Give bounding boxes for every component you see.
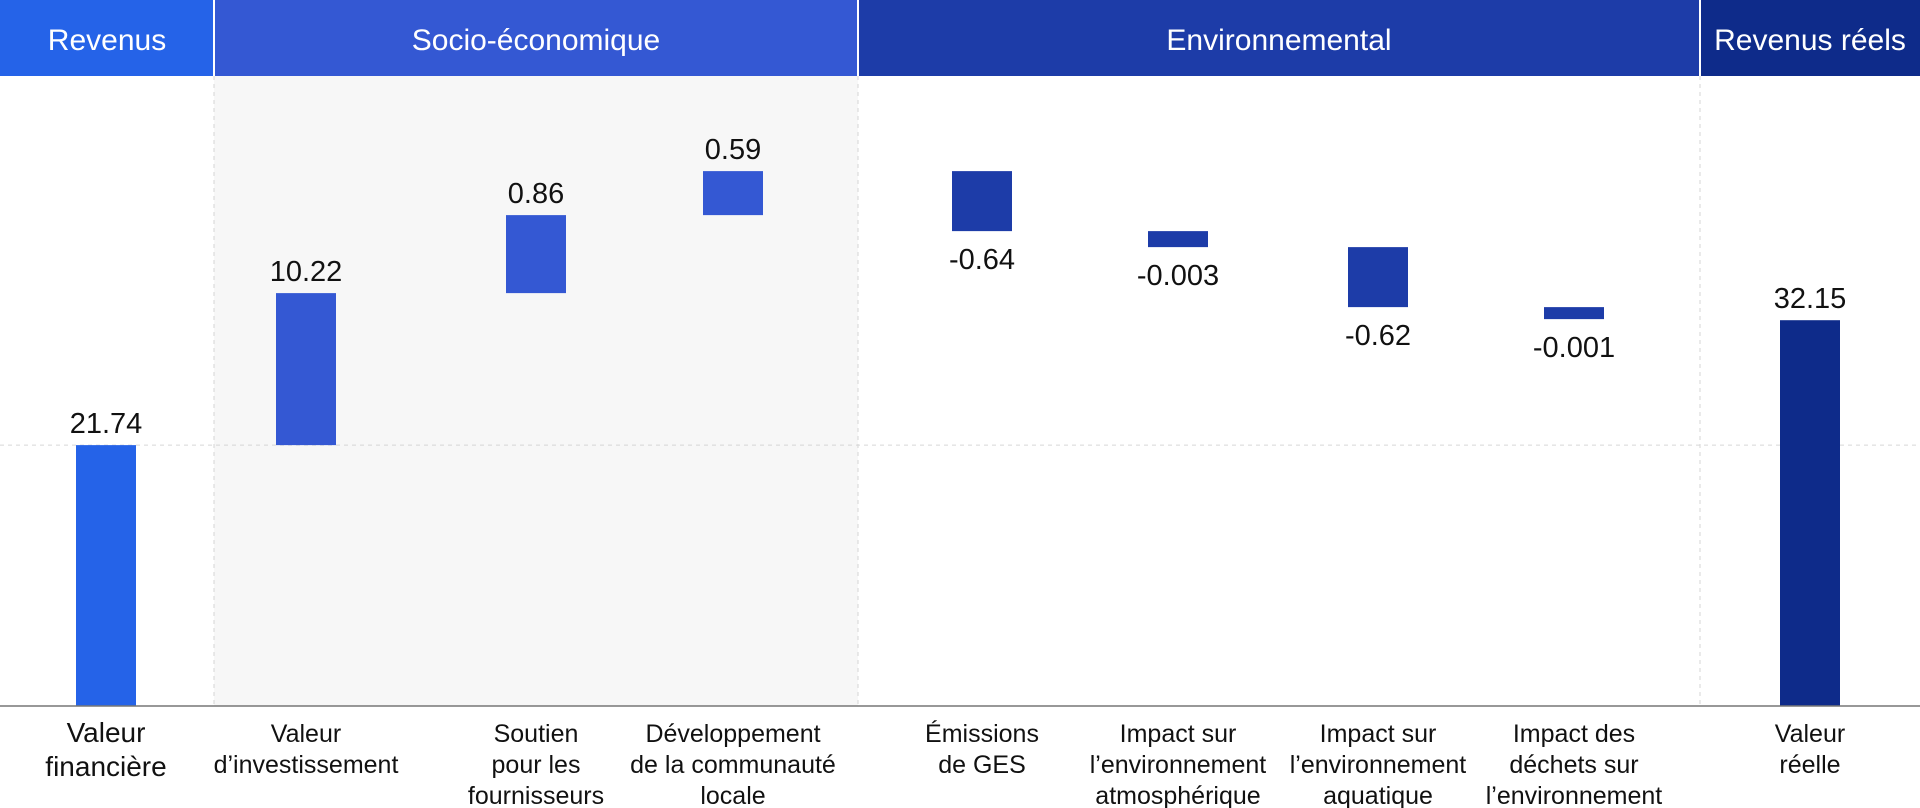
- header-divider-1: [857, 0, 859, 76]
- category-label-7-line-1: déchets sur: [1509, 751, 1638, 779]
- group-header-0: [0, 0, 214, 76]
- data-label-7: -0.001: [1533, 332, 1615, 364]
- category-label-5-line-0: Impact sur: [1120, 720, 1237, 748]
- category-label-4: Émissions de GES: [925, 719, 1039, 779]
- data-label-1: 10.22: [270, 256, 343, 288]
- data-label-2: 0.86: [508, 178, 564, 210]
- data-label-0: 21.74: [70, 408, 143, 440]
- category-label-6-line-1: l’environnement: [1290, 751, 1467, 779]
- data-label-3: 0.59: [705, 134, 761, 166]
- bar-3: [703, 171, 763, 216]
- bar-7: [1544, 307, 1604, 320]
- category-label-8-line-1: réelle: [1779, 751, 1840, 779]
- bar-4: [952, 171, 1012, 232]
- header-divider-2: [1699, 0, 1701, 76]
- data-label-8: 32.15: [1774, 283, 1847, 315]
- category-label-6-line-2: aquatique: [1323, 782, 1433, 808]
- category-label-3-line-1: de la communauté: [630, 751, 836, 779]
- group-header-label-0: Revenus: [48, 24, 166, 57]
- category-label-1-line-1: d’investissement: [214, 751, 399, 779]
- category-label-0-line-0: Valeur: [67, 717, 146, 748]
- group-header-2: [858, 0, 1700, 76]
- category-label-6-line-0: Impact sur: [1320, 720, 1437, 748]
- header-divider-0: [213, 0, 215, 76]
- category-label-8-line-0: Valeur: [1775, 720, 1845, 748]
- group-header-label-1: Socio-économique: [412, 24, 660, 57]
- bar-5: [1148, 231, 1208, 248]
- category-label-0: Valeur financière: [45, 717, 166, 782]
- category-label-2-line-0: Soutien: [494, 720, 579, 748]
- category-label-7-line-0: Impact des: [1513, 720, 1635, 748]
- bar-1: [276, 293, 336, 446]
- category-label-5: Impact sur l’environnement atmosphérique: [1090, 720, 1267, 808]
- category-label-6: Impact sur l’environnement aquatique: [1290, 720, 1467, 808]
- data-label-6: -0.62: [1345, 320, 1411, 352]
- category-label-0-line-1: financière: [45, 751, 166, 782]
- category-label-2-line-1: pour les: [492, 751, 581, 779]
- category-label-5-line-2: atmosphérique: [1095, 782, 1260, 808]
- group-header-label-2: Environnemental: [1166, 24, 1391, 57]
- category-label-8: Valeur réelle: [1775, 720, 1845, 779]
- category-label-3: Développement de la communauté locale: [630, 720, 836, 808]
- category-label-2: Soutien pour les fournisseurs: [468, 720, 604, 808]
- bar-0: [76, 445, 136, 706]
- data-label-5: -0.003: [1137, 260, 1219, 292]
- category-label-3-line-0: Développement: [645, 720, 820, 748]
- category-label-7-line-2: l’environnement: [1486, 782, 1663, 808]
- category-label-3-line-2: locale: [700, 782, 765, 808]
- category-label-4-line-1: de GES: [938, 751, 1026, 779]
- category-label-7: Impact des déchets sur l’environnement: [1486, 720, 1663, 808]
- category-label-1-line-0: Valeur: [271, 720, 341, 748]
- group-header-1: [214, 0, 858, 76]
- category-label-1: Valeur d’investissement: [214, 720, 399, 779]
- bar-2: [506, 215, 566, 294]
- bar-8: [1780, 320, 1840, 706]
- bar-6: [1348, 247, 1408, 308]
- group-header-3: [1700, 0, 1920, 76]
- data-label-4: -0.64: [949, 244, 1015, 276]
- category-label-2-line-2: fournisseurs: [468, 782, 604, 808]
- group-header-label-3: Revenus réels: [1714, 24, 1906, 57]
- category-label-4-line-0: Émissions: [925, 719, 1039, 748]
- category-label-5-line-1: l’environnement: [1090, 751, 1267, 779]
